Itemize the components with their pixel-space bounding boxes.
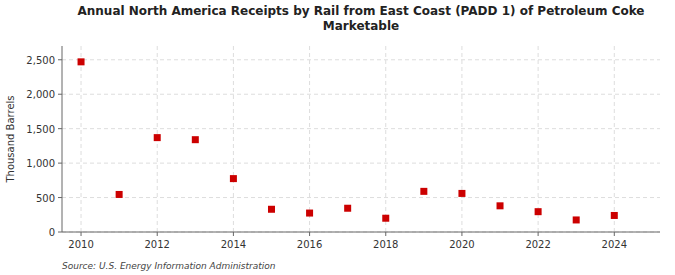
x-tick — [385, 232, 386, 236]
point — [116, 191, 123, 198]
chart-container: Annual North America Receipts by Rail fr… — [0, 0, 675, 275]
x-tick-label: 2022 — [525, 239, 550, 250]
point — [573, 216, 580, 223]
y-tick-label: 1,000 — [26, 158, 55, 169]
x-tick-label: 2018 — [373, 239, 398, 250]
x-tick — [538, 232, 539, 236]
point — [420, 188, 427, 195]
x-tick — [233, 232, 234, 236]
x-tick-label: 2024 — [602, 239, 627, 250]
y-tick — [58, 163, 62, 164]
grid-line-x — [461, 46, 462, 232]
point — [382, 215, 389, 222]
x-tick-label: 2012 — [144, 239, 169, 250]
y-tick-label: 500 — [36, 193, 55, 204]
point — [497, 202, 504, 209]
point — [306, 210, 313, 217]
point — [192, 136, 199, 143]
marks — [78, 58, 618, 223]
grid-line-y — [62, 163, 660, 164]
y-axis-label: Thousand Barrels — [5, 95, 16, 183]
y-tick — [58, 59, 62, 60]
y-tick — [58, 128, 62, 129]
point — [458, 190, 465, 197]
grid-line-x — [309, 46, 310, 232]
point — [78, 58, 85, 65]
chart-title: Marketable — [323, 19, 399, 33]
grid-line-x — [538, 46, 539, 232]
source-note: Source: U.S. Energy Information Administ… — [62, 261, 276, 271]
x-tick — [309, 232, 310, 236]
chart-svg: Annual North America Receipts by Rail fr… — [0, 0, 675, 275]
grid-line-x — [385, 46, 386, 232]
grid-line-x — [614, 46, 615, 232]
x-tick-label: 2020 — [449, 239, 474, 250]
y-tick-label: 1,500 — [26, 124, 55, 135]
point — [535, 208, 542, 215]
x-tick — [81, 232, 82, 236]
x-tick-label: 2016 — [297, 239, 322, 250]
x-tick-label: 2014 — [221, 239, 246, 250]
point — [230, 175, 237, 182]
y-tick-label: 0 — [49, 227, 55, 238]
point — [344, 205, 351, 212]
y-tick — [58, 94, 62, 95]
y-axis-line — [62, 46, 63, 232]
grid-line-y — [62, 59, 660, 60]
grid-line-x — [233, 46, 234, 232]
y-tick — [58, 232, 62, 233]
x-tick-label: 2010 — [68, 239, 93, 250]
grid-line-y — [62, 197, 660, 198]
y-tick-label: 2,500 — [26, 55, 55, 66]
grid-line-y — [62, 94, 660, 95]
x-tick — [461, 232, 462, 236]
y-tick-label: 2,000 — [26, 89, 55, 100]
point — [611, 212, 618, 219]
point — [268, 206, 275, 213]
x-tick — [157, 232, 158, 236]
x-axis-line — [62, 232, 660, 233]
grid-line-y — [62, 128, 660, 129]
chart-title: Annual North America Receipts by Rail fr… — [77, 4, 644, 18]
x-tick — [614, 232, 615, 236]
point — [154, 134, 161, 141]
grid — [62, 46, 660, 232]
y-tick — [58, 197, 62, 198]
grid-line-x — [81, 46, 82, 232]
grid-line-y — [62, 232, 660, 233]
